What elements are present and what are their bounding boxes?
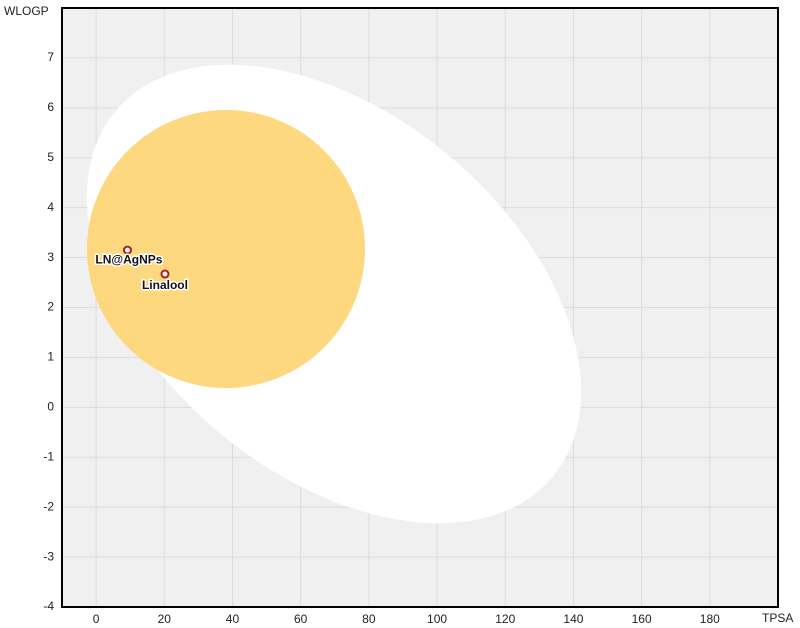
y-tick-label: 7: [47, 50, 54, 64]
y-tick-label: -3: [43, 549, 54, 563]
x-tick-label: 160: [632, 612, 652, 626]
point: [122, 245, 132, 255]
y-tick-label: 1: [47, 350, 54, 364]
y-tick-label: -2: [43, 499, 54, 513]
y-tick-label: 3: [47, 250, 54, 264]
y-tick-label: 6: [47, 100, 54, 114]
y-tick-label: 0: [47, 400, 54, 414]
plot-border: [61, 7, 779, 608]
x-tick-label: 120: [495, 612, 515, 626]
x-axis-label: TPSA: [762, 611, 793, 625]
x-tick-label: 180: [700, 612, 720, 626]
yolk-region: [87, 110, 365, 388]
x-tick-label: 40: [226, 612, 240, 626]
x-tick-label: 60: [294, 612, 308, 626]
x-tick-label: 140: [563, 612, 583, 626]
y-tick-label: -4: [43, 599, 54, 613]
y-tick-label: 4: [47, 200, 54, 214]
point-label: LN@AgNPs: [95, 252, 162, 266]
x-tick-label: 80: [362, 612, 376, 626]
y-axis-label: WLOGP: [4, 4, 49, 18]
point: [160, 269, 170, 279]
point-label: Linalool: [142, 278, 188, 292]
y-tick-label: 5: [47, 150, 54, 164]
y-tick-label: -1: [43, 449, 54, 463]
x-tick-label: 20: [158, 612, 172, 626]
y-tick-label: 2: [47, 300, 54, 314]
x-tick-label: 0: [93, 612, 100, 626]
x-tick-label: 100: [427, 612, 447, 626]
